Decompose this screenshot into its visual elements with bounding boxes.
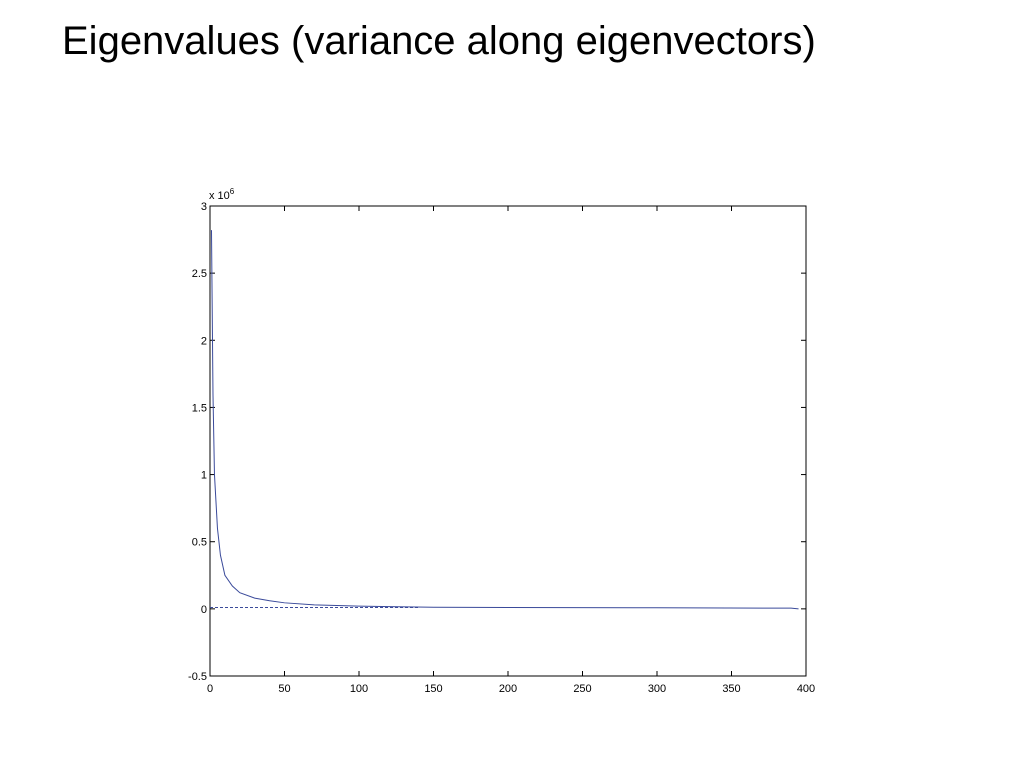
x-tick-label: 0 — [207, 683, 213, 695]
x-tick-label: 200 — [499, 683, 517, 695]
data-line — [210, 230, 799, 610]
plot-box — [209, 205, 807, 677]
x-tick-label: 300 — [648, 683, 666, 695]
y-tick-label: 3 — [201, 201, 207, 213]
y-exponent-base: x 10 — [209, 190, 230, 202]
y-tick-label: 2.5 — [192, 268, 207, 280]
y-exponent: x 106 — [209, 187, 235, 202]
y-tick-label: 0 — [201, 604, 207, 616]
y-tick-label: 1.5 — [192, 402, 207, 414]
x-tick-label: 100 — [350, 683, 368, 695]
x-tick-label: 400 — [797, 683, 815, 695]
x-tick-label: 250 — [573, 683, 591, 695]
slide-title: Eigenvalues (variance along eigenvectors… — [62, 19, 816, 63]
y-tick-label: 1 — [201, 470, 207, 482]
x-tick-label: 350 — [722, 683, 740, 695]
y-exponent-power: 6 — [230, 187, 235, 196]
y-tick-label: 0.5 — [192, 537, 207, 549]
y-tick-label: -0.5 — [188, 671, 207, 683]
y-tick-label: 2 — [201, 335, 207, 347]
x-tick-label: 50 — [278, 683, 290, 695]
x-tick-label: 150 — [424, 683, 442, 695]
